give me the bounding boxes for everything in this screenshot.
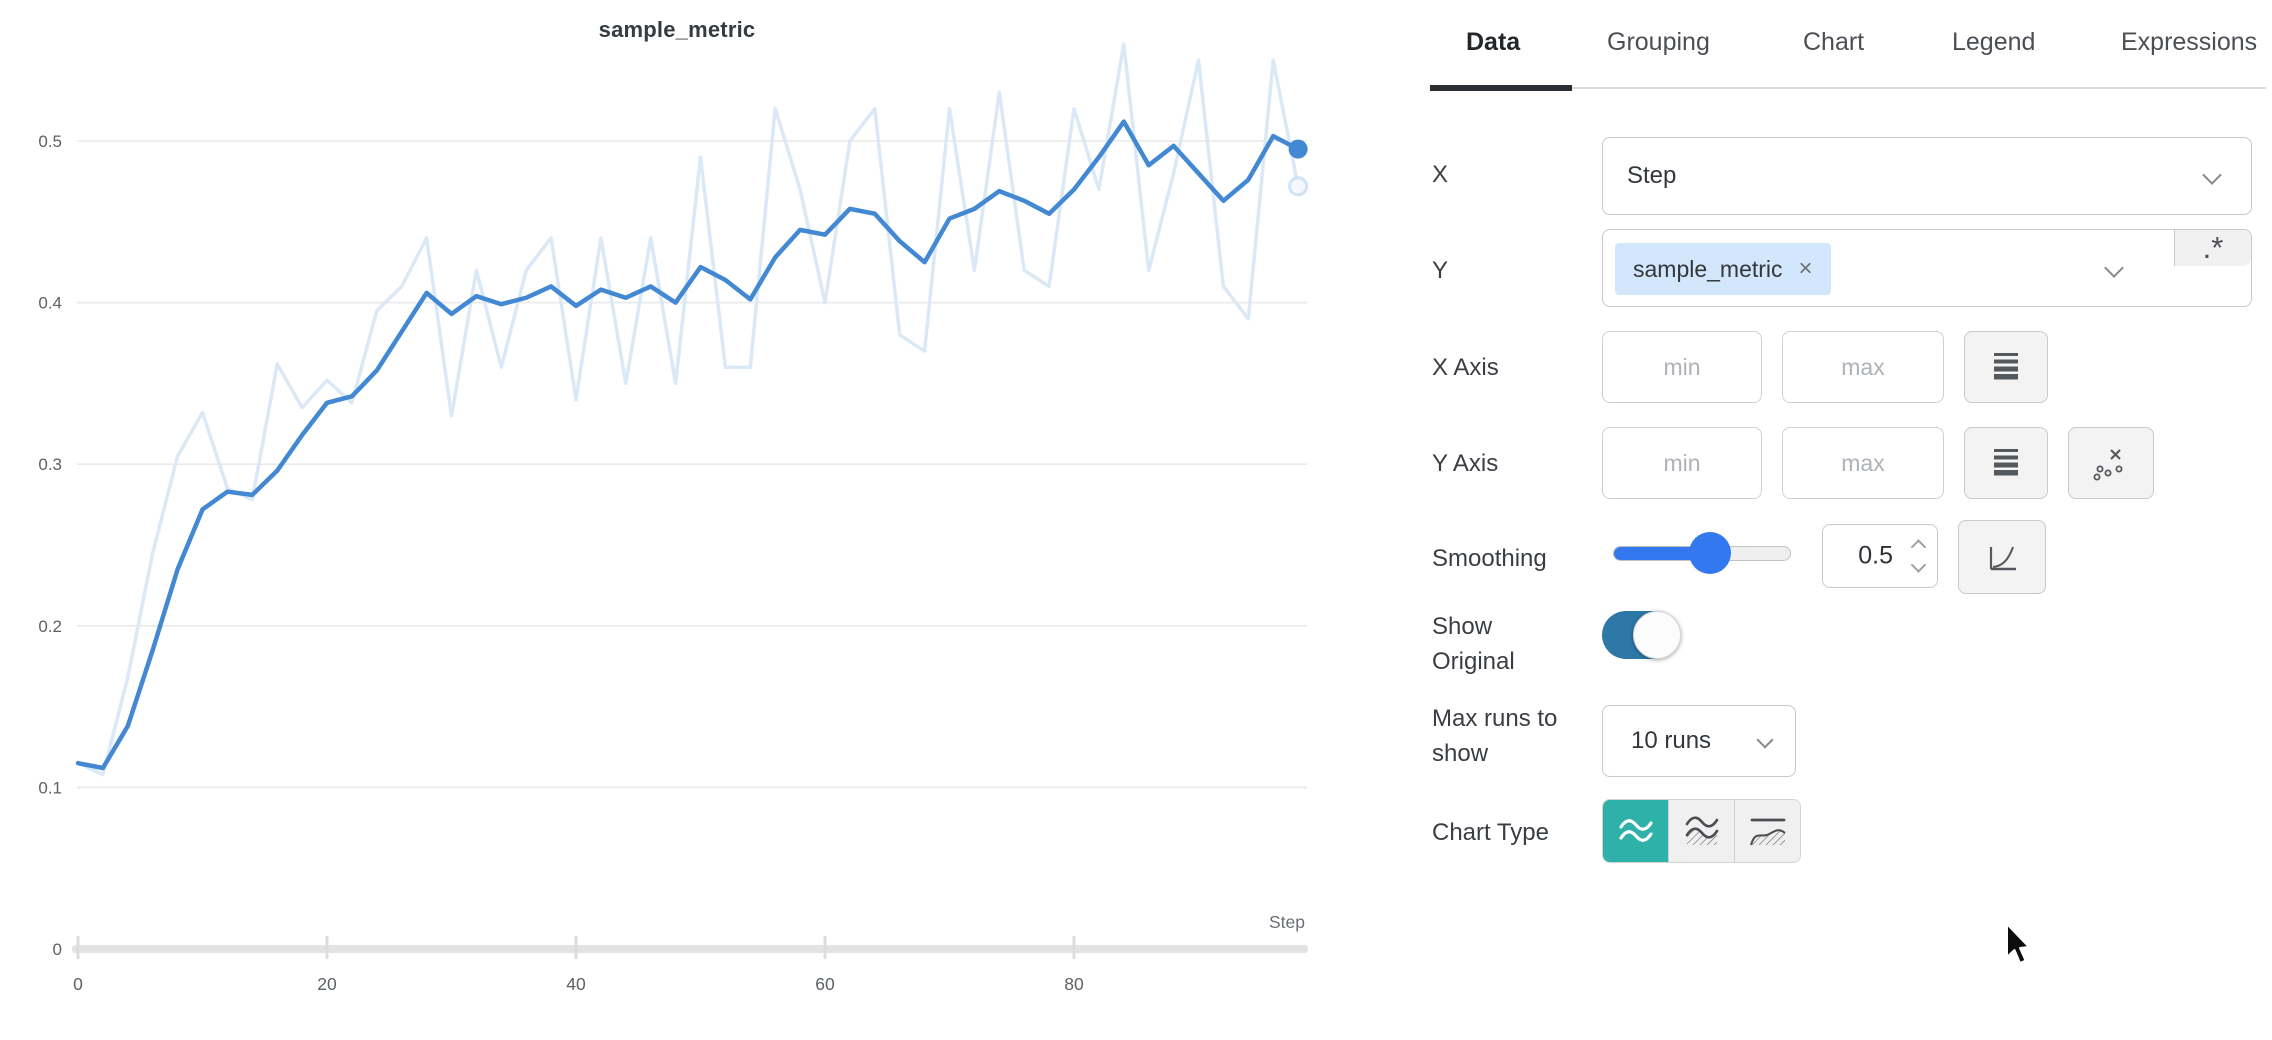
- stepper-up-icon[interactable]: [1910, 539, 1927, 555]
- ignore-outliers-button[interactable]: [2068, 427, 2154, 499]
- y-field-label: Y: [1432, 257, 1449, 284]
- smoothing-slider-fill: [1614, 547, 1710, 560]
- y-axis-max-input[interactable]: [1782, 427, 1944, 499]
- smoothing-value: 0.5: [1858, 541, 1893, 570]
- smoothing-label: Smoothing: [1432, 545, 1547, 572]
- tabs-divider: [1430, 87, 2266, 89]
- y-tick-label: 0.1: [38, 778, 62, 797]
- x-axis-log-scale-button[interactable]: [1964, 331, 2048, 403]
- y-axis-label: Y Axis: [1432, 450, 1499, 477]
- y-tick-label: 0.3: [38, 455, 62, 474]
- y-tick-label: 0: [53, 940, 62, 959]
- smoothing-type-button[interactable]: [1958, 520, 2046, 594]
- smoothed-line: [75, 119, 1301, 771]
- metric-chart-plot[interactable]: 0 0.1 0.2 0.3 0.4 0.5 0 20 40 60 80 Step: [0, 0, 1420, 1040]
- x-tick-label: 40: [566, 974, 586, 994]
- x-axis-label: X Axis: [1432, 354, 1499, 381]
- original-endpoint-dot: [1288, 176, 1309, 197]
- chevron-down-icon: [1756, 731, 1774, 749]
- mouse-cursor: [2006, 923, 2030, 964]
- x-select-value: Step: [1627, 162, 1677, 189]
- chevron-down-icon: [2202, 165, 2222, 185]
- tab-data[interactable]: Data: [1466, 28, 1521, 56]
- x-axis-line: [72, 945, 1308, 953]
- chart-type-minmax-button[interactable]: [1734, 800, 1800, 862]
- stepper-down-icon[interactable]: [1910, 557, 1927, 573]
- log-scale-icon: [1994, 449, 2018, 476]
- original-line: [76, 42, 1300, 777]
- chart-type-label: Chart Type: [1432, 819, 1549, 846]
- x-tick-label: 80: [1064, 974, 1084, 994]
- outliers-scatter-icon: [2093, 449, 2123, 481]
- chart-type-stddev-button[interactable]: [1668, 800, 1734, 862]
- x-axis-min-input[interactable]: [1602, 331, 1762, 403]
- line-waves-icon: [1618, 819, 1653, 842]
- x-tick-label: 0: [73, 974, 83, 994]
- x-metric-select[interactable]: Step: [1602, 137, 2252, 215]
- chip-remove-icon[interactable]: ×: [1798, 255, 1813, 282]
- chart-title: sample_metric: [598, 17, 756, 42]
- y-tick-label: 0.2: [38, 617, 62, 636]
- y-metric-select[interactable]: sample_metric × .*: [1602, 229, 2252, 307]
- y-metric-chip[interactable]: sample_metric ×: [1615, 243, 1831, 295]
- wave-stddev-hatch-icon: [1685, 816, 1718, 845]
- smoothing-slider-handle[interactable]: [1689, 532, 1731, 574]
- x-axis-max-input[interactable]: [1782, 331, 1944, 403]
- x-field-label: X: [1432, 161, 1449, 188]
- smoothing-stepper[interactable]: [1910, 539, 1927, 573]
- smoothed-endpoint-dot: [1288, 139, 1308, 159]
- show-original-toggle[interactable]: [1602, 611, 1681, 659]
- log-scale-icon: [1994, 353, 2018, 380]
- smoothing-value-input[interactable]: 0.5: [1822, 524, 1938, 588]
- chart-type-group: [1602, 799, 1801, 863]
- active-tab-underline: [1430, 85, 1572, 91]
- x-tick-label: 20: [317, 974, 337, 994]
- tab-legend[interactable]: Legend: [1952, 28, 2036, 56]
- tab-grouping[interactable]: Grouping: [1607, 28, 1710, 56]
- smoothing-slider[interactable]: [1613, 532, 1791, 574]
- toggle-knob: [1633, 611, 1681, 659]
- line-minmax-hatch-icon: [1749, 818, 1786, 846]
- y-tick-label: 0.4: [38, 294, 62, 313]
- tab-expressions[interactable]: Expressions: [2121, 28, 2258, 56]
- chart-type-line-button[interactable]: [1603, 800, 1668, 862]
- ema-curve-icon: [1989, 546, 2016, 571]
- tab-chart[interactable]: Chart: [1803, 28, 1865, 56]
- max-runs-select[interactable]: 10 runs: [1602, 705, 1796, 777]
- show-original-label: Show Original: [1432, 613, 1515, 675]
- x-axis-title: Step: [1269, 912, 1305, 932]
- max-runs-label: Max runs to show: [1432, 705, 1558, 767]
- x-tick-label: 60: [815, 974, 835, 994]
- chevron-down-icon: [2104, 258, 2124, 278]
- y-axis-log-scale-button[interactable]: [1964, 427, 2048, 499]
- y-metric-chip-label: sample_metric: [1633, 255, 1783, 282]
- y-tick-label: 0.5: [38, 132, 62, 151]
- y-axis-min-input[interactable]: [1602, 427, 1762, 499]
- regex-toggle-button[interactable]: .*: [2174, 230, 2251, 266]
- max-runs-value: 10 runs: [1631, 727, 1712, 754]
